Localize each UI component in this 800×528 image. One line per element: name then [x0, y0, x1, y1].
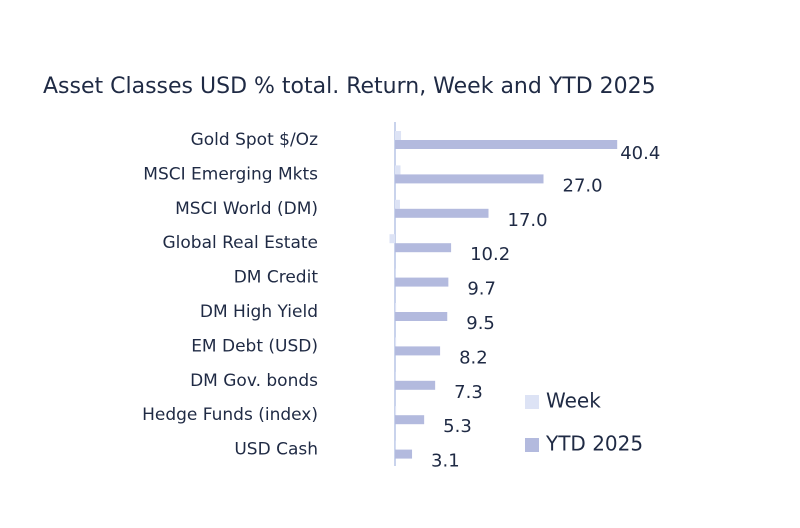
bar: [395, 131, 402, 140]
category-label: Gold Spot $/Oz: [191, 130, 318, 150]
bar: [395, 371, 396, 381]
category-label: DM Credit: [234, 268, 319, 288]
category-label: DM High Yield: [200, 302, 318, 322]
category-label: Hedge Funds (index): [142, 405, 318, 425]
bar: [395, 303, 397, 312]
bar: [395, 165, 401, 175]
bar: [395, 208, 489, 218]
bar: [395, 243, 452, 253]
bar: [395, 440, 396, 450]
bar: [395, 449, 413, 459]
legend-swatch: [525, 395, 539, 409]
value-label: 9.7: [467, 279, 496, 300]
value-label: 7.3: [454, 382, 483, 403]
value-label: 5.3: [443, 416, 472, 437]
bar: [395, 415, 425, 425]
bar: [395, 380, 436, 390]
legend-label: Week: [546, 389, 601, 413]
bar: [395, 277, 449, 287]
value-label: 9.5: [466, 313, 495, 334]
category-label: USD Cash: [234, 440, 318, 460]
bar: [395, 174, 544, 184]
bar: [395, 406, 397, 416]
category-label: Global Real Estate: [163, 233, 319, 253]
bar: [395, 199, 400, 209]
value-label: 8.2: [459, 347, 488, 368]
bar: [395, 140, 618, 149]
bar: [395, 337, 397, 347]
value-label: 27.0: [563, 175, 603, 196]
category-label: DM Gov. bonds: [190, 371, 318, 391]
legend-label: YTD 2025: [545, 432, 643, 456]
category-label: MSCI Emerging Mkts: [143, 164, 318, 184]
chart-title: Asset Classes USD % total. Return, Week …: [43, 74, 656, 99]
bar: [395, 346, 441, 356]
category-label: MSCI World (DM): [175, 199, 318, 219]
bar: [395, 268, 396, 278]
value-label: 17.0: [508, 210, 548, 231]
bar: [395, 312, 448, 321]
bar: [389, 234, 395, 244]
category-label: EM Debt (USD): [191, 336, 318, 356]
value-label: 40.4: [620, 143, 660, 164]
value-label: 10.2: [470, 244, 510, 265]
value-label: 3.1: [431, 451, 460, 472]
legend-swatch: [525, 438, 539, 452]
